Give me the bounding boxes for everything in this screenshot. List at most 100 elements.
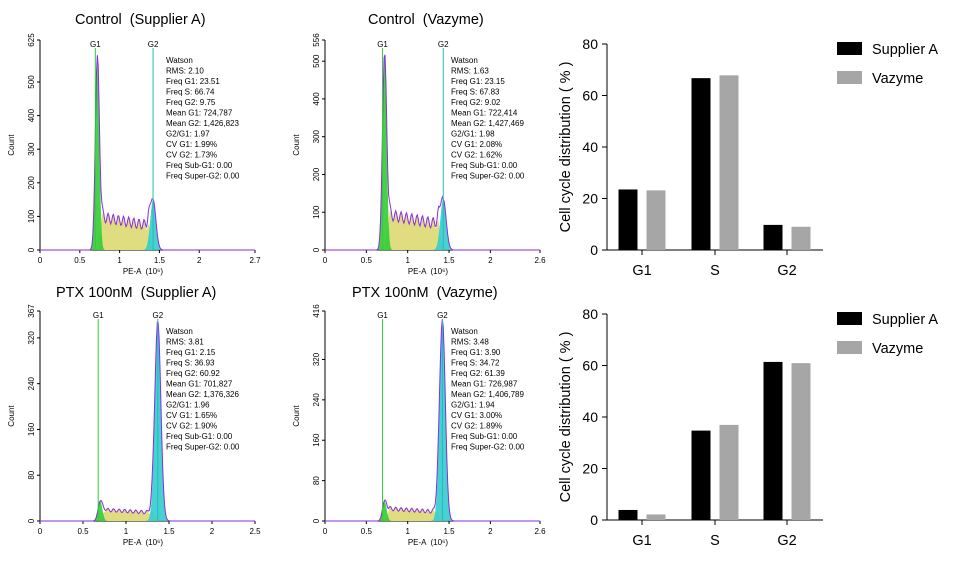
y-tick-label: 0 bbox=[312, 247, 321, 252]
y-tick-label: 625 bbox=[27, 33, 36, 47]
histogram-panel-1: Control (Supplier A) 0 100 200 300 400 500 625… bbox=[0, 0, 270, 285]
x-tick-label: 1 bbox=[124, 527, 129, 536]
y-tick-label: 500 bbox=[312, 54, 321, 68]
x-tick-label: 0.5 bbox=[77, 527, 89, 536]
watson-stat-line: CV G2: 1.73% bbox=[166, 151, 217, 160]
y-tick-label: 320 bbox=[27, 331, 36, 345]
watson-stat-line: Freq G2: 61.39 bbox=[451, 369, 505, 378]
bar-vazyme-s bbox=[719, 424, 739, 520]
watson-stat-line: Mean G2: 1,426,823 bbox=[166, 119, 239, 128]
x-tick-label: 0.5 bbox=[361, 527, 373, 536]
histogram-panel-2: Control (Vazyme) 0 100 200 300 400 500 556 0 0.5… bbox=[285, 0, 555, 285]
histogram-outline bbox=[325, 54, 540, 251]
watson-stat-line: RMS: 3.48 bbox=[451, 338, 489, 347]
y-tick-label: 80 bbox=[582, 306, 598, 322]
g2-phase-area bbox=[40, 322, 255, 521]
x-axis-label: PE-A bbox=[123, 267, 142, 276]
x-tick-label: 2 bbox=[488, 256, 493, 265]
y-tick-label: 400 bbox=[312, 92, 321, 106]
watson-stat-line: Freq Super-G2: 0.00 bbox=[451, 172, 525, 181]
watson-stat-line: Mean G2: 1,406,789 bbox=[451, 390, 524, 399]
bar-supplier-a-g2 bbox=[763, 224, 783, 250]
x-tick-label: G2 bbox=[777, 263, 796, 279]
y-axis-label: Count bbox=[292, 134, 301, 156]
s-phase-area bbox=[325, 209, 540, 250]
y-tick-label: 20 bbox=[582, 461, 598, 477]
x-tick-label: 2.7 bbox=[249, 256, 261, 265]
y-tick-label: 100 bbox=[27, 209, 36, 223]
watson-stat-line: Freq G1: 23.51 bbox=[166, 77, 220, 86]
bar-chart-ptx: 0 20 40 60 80 Cell cycle distribution ( % ) G1… bbox=[555, 300, 969, 555]
histogram-outline bbox=[40, 55, 255, 251]
watson-stat-line: RMS: 1.63 bbox=[451, 67, 489, 76]
y-tick-label: 320 bbox=[312, 352, 321, 366]
legend-swatch bbox=[837, 42, 862, 55]
y-tick-label: 200 bbox=[312, 167, 321, 181]
watson-stat-line: G2/G1: 1.96 bbox=[166, 401, 210, 410]
s-phase-area bbox=[40, 212, 255, 250]
x-tick-label: 0 bbox=[323, 256, 328, 265]
x-tick-label: 2.6 bbox=[534, 256, 546, 265]
y-axis-label: Count bbox=[7, 405, 16, 427]
bar-supplier-a-s bbox=[691, 430, 711, 520]
legend-swatch bbox=[837, 312, 862, 325]
watson-stat-line: Freq Sub-G1: 0.00 bbox=[166, 432, 233, 441]
y-tick-label: 300 bbox=[27, 142, 36, 156]
y-tick-label: 0 bbox=[590, 242, 598, 258]
y-tick-label: 80 bbox=[27, 470, 36, 479]
watson-stat-line: G2/G1: 1.98 bbox=[451, 130, 495, 139]
y-tick-label: 160 bbox=[312, 433, 321, 447]
x-axis-label: PE-A bbox=[408, 538, 427, 547]
x-tick-label: 0 bbox=[323, 527, 328, 536]
watson-stat-line: Freq G1: 3.90 bbox=[451, 348, 501, 357]
watson-stat-line: Freq S: 34.72 bbox=[451, 359, 500, 368]
g1-gate-label: G1 bbox=[377, 311, 388, 320]
watson-stat-line: Mean G2: 1,376,326 bbox=[166, 390, 239, 399]
x-tick-label: G2 bbox=[777, 533, 796, 549]
y-axis-label: Cell cycle distribution ( % ) bbox=[558, 332, 574, 503]
watson-stat-line: Freq Super-G2: 0.00 bbox=[166, 172, 240, 181]
watson-stat-line: CV G1: 1.99% bbox=[166, 140, 217, 149]
x-tick-label: 2 bbox=[210, 527, 215, 536]
watson-stat-line: Mean G1: 724,787 bbox=[166, 109, 233, 118]
x-axis-unit: (10⁶) bbox=[431, 538, 449, 547]
histogram-panel-4: PTX 100nM (Vazyme) 0 80 160 240 320 416 0 0.5 1 1… bbox=[285, 283, 555, 567]
watson-stat-line: Freq G2: 9.75 bbox=[166, 98, 216, 107]
bar-supplier-a-g1 bbox=[618, 189, 638, 250]
bar-chart-control: 0 20 40 60 80 Cell cycle distribution ( % ) G1… bbox=[555, 30, 969, 285]
y-tick-label: 80 bbox=[312, 476, 321, 485]
histogram-outline bbox=[325, 318, 540, 522]
watson-stat-line: Freq Sub-G1: 0.00 bbox=[451, 161, 518, 170]
bar-vazyme-g1 bbox=[646, 514, 666, 520]
bar-chart-svg: 0 20 40 60 80 Cell cycle distribution ( % ) G1… bbox=[558, 36, 938, 279]
watson-stat-line: CV G2: 1.89% bbox=[451, 422, 502, 431]
watson-stat-line: CV G2: 1.62% bbox=[451, 151, 502, 160]
watson-stat-line: Freq S: 66.74 bbox=[166, 88, 215, 97]
y-tick-label: 240 bbox=[27, 376, 36, 390]
x-tick-label: 2 bbox=[197, 256, 202, 265]
watson-stat-line: G2/G1: 1.97 bbox=[166, 130, 210, 139]
y-tick-label: 40 bbox=[582, 409, 598, 425]
x-tick-label: G1 bbox=[632, 263, 651, 279]
watson-stat-line: CV G1: 1.65% bbox=[166, 411, 217, 420]
y-tick-label: 160 bbox=[27, 422, 36, 436]
legend-label: Vazyme bbox=[872, 71, 923, 87]
y-tick-label: 416 bbox=[312, 304, 321, 318]
x-axis-unit: (10⁶) bbox=[146, 538, 164, 547]
x-tick-label: 2.5 bbox=[249, 527, 261, 536]
y-tick-label: 400 bbox=[27, 108, 36, 122]
g1-gate-label: G1 bbox=[90, 40, 101, 49]
bar-vazyme-s bbox=[719, 75, 739, 250]
watson-stat-line: Mean G1: 722,414 bbox=[451, 109, 518, 118]
watson-stat-line: CV G2: 1.90% bbox=[166, 422, 217, 431]
watson-stat-line: Freq Super-G2: 0.00 bbox=[451, 443, 525, 452]
x-tick-label: 1.5 bbox=[163, 527, 175, 536]
bar-vazyme-g2 bbox=[791, 363, 811, 520]
bar-vazyme-g1 bbox=[646, 190, 666, 250]
legend-label: Supplier A bbox=[872, 42, 938, 58]
bar-supplier-a-s bbox=[691, 78, 711, 250]
watson-stat-line: Freq G2: 9.02 bbox=[451, 98, 501, 107]
watson-stat-line: Freq S: 36.93 bbox=[166, 359, 215, 368]
watson-stat-line: Mean G1: 726,987 bbox=[451, 380, 518, 389]
bar-supplier-a-g2 bbox=[763, 361, 783, 520]
